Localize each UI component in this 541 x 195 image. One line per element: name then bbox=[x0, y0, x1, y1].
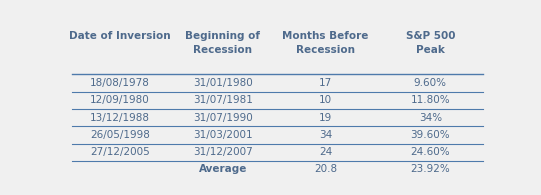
Text: 9.60%: 9.60% bbox=[414, 78, 447, 88]
Text: 39.60%: 39.60% bbox=[411, 130, 450, 140]
Text: 19: 19 bbox=[319, 113, 332, 123]
Text: 31/07/1981: 31/07/1981 bbox=[193, 95, 253, 105]
Text: Beginning of
Recession: Beginning of Recession bbox=[185, 31, 260, 55]
Text: 17: 17 bbox=[319, 78, 332, 88]
Text: 11.80%: 11.80% bbox=[411, 95, 450, 105]
Text: 31/07/1990: 31/07/1990 bbox=[193, 113, 253, 123]
Text: 31/03/2001: 31/03/2001 bbox=[193, 130, 253, 140]
Text: 31/01/1980: 31/01/1980 bbox=[193, 78, 253, 88]
Text: 18/08/1978: 18/08/1978 bbox=[90, 78, 150, 88]
Text: 12/09/1980: 12/09/1980 bbox=[90, 95, 150, 105]
Text: 24: 24 bbox=[319, 147, 332, 157]
Text: Months Before
Recession: Months Before Recession bbox=[282, 31, 368, 55]
Text: Average: Average bbox=[199, 164, 247, 174]
Text: 31/12/2007: 31/12/2007 bbox=[193, 147, 253, 157]
Text: 10: 10 bbox=[319, 95, 332, 105]
Text: 24.60%: 24.60% bbox=[411, 147, 450, 157]
Text: 20.8: 20.8 bbox=[314, 164, 337, 174]
Text: 34: 34 bbox=[319, 130, 332, 140]
Text: S&P 500
Peak: S&P 500 Peak bbox=[406, 31, 455, 55]
Text: Date of Inversion: Date of Inversion bbox=[69, 31, 171, 41]
Text: 26/05/1998: 26/05/1998 bbox=[90, 130, 150, 140]
Text: 13/12/1988: 13/12/1988 bbox=[90, 113, 150, 123]
Text: 34%: 34% bbox=[419, 113, 442, 123]
Text: 23.92%: 23.92% bbox=[411, 164, 450, 174]
Text: 27/12/2005: 27/12/2005 bbox=[90, 147, 150, 157]
